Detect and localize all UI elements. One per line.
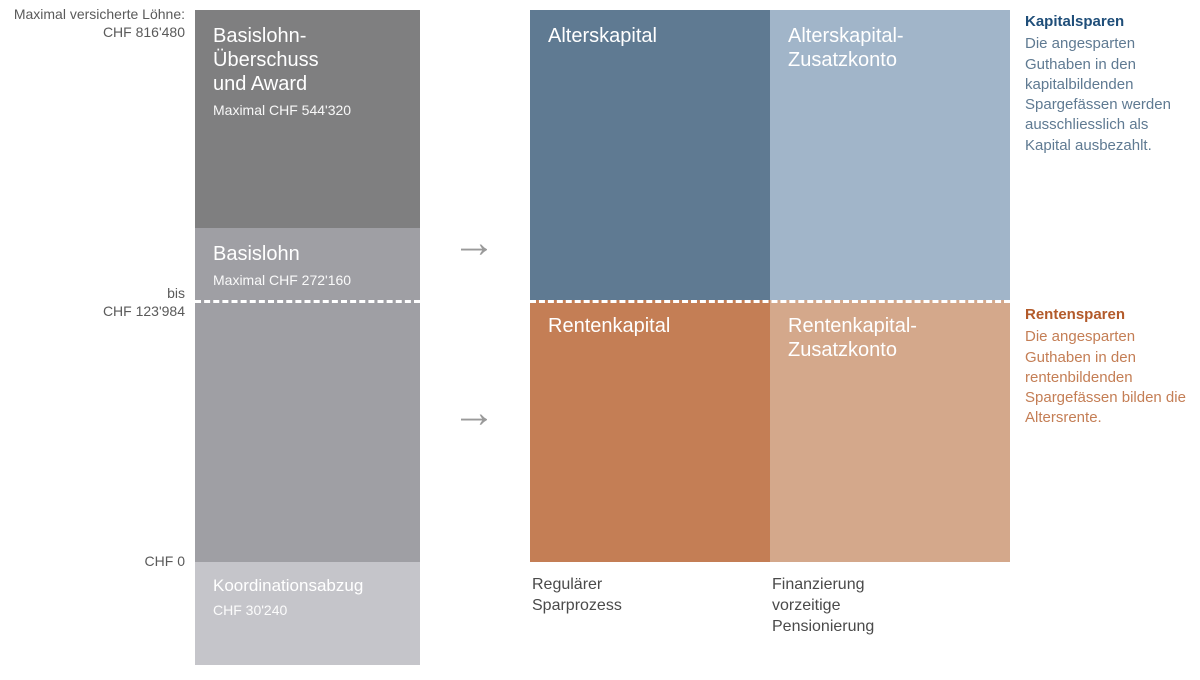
renten-heading: Rentensparen: [1025, 305, 1190, 325]
cell-tr-label: Alterskapital-Zusatzkonto: [788, 25, 904, 71]
explain-kapitalsparen: Kapitalsparen Die angesparten Guthaben i…: [1025, 12, 1190, 156]
kapital-heading: Kapitalsparen: [1025, 12, 1190, 32]
explain-rentensparen: Rentensparen Die angesparten Guthaben in…: [1025, 305, 1190, 429]
cell-alterskapital-zusatz: Alterskapital-Zusatzkonto: [770, 10, 1010, 300]
cell-bl-label: Rentenkapital: [548, 315, 670, 337]
arrow-bottom-icon: →: [452, 388, 496, 438]
salary-column: Basislohn-Überschussund Award Maximal CH…: [195, 10, 420, 680]
cell-alterskapital: Alterskapital: [530, 10, 770, 300]
block1-title: Basislohn-Überschussund Award: [213, 24, 402, 96]
axis-label-top: Maximal versicherte Löhne: CHF 816'480: [0, 6, 185, 41]
block3-sub: CHF 30'240: [213, 602, 402, 618]
caption-vorzeitig: FinanzierungvorzeitigePensionierung: [772, 575, 972, 637]
dashed-divider-grid: [530, 300, 1010, 303]
axis-mid-2: CHF 123'984: [103, 303, 185, 319]
cell-br-label: Rentenkapital-Zusatzkonto: [788, 315, 917, 361]
renten-body: Die angesparten Guthaben in den rentenbi…: [1025, 327, 1190, 428]
arrow-top-icon: →: [452, 218, 496, 268]
cell-rentenkapital: Rentenkapital: [530, 300, 770, 562]
axis-mid-1: bis: [167, 285, 185, 301]
block-koordinationsabzug: Koordinationsabzug CHF 30'240: [195, 562, 420, 665]
savings-grid: Alterskapital Alterskapital-Zusatzkonto …: [530, 10, 1010, 562]
cell-rentenkapital-zusatz: Rentenkapital-Zusatzkonto: [770, 300, 1010, 562]
cell-tl-label: Alterskapital: [548, 25, 657, 47]
axis-top-1: Maximal versicherte Löhne:: [14, 6, 185, 22]
block2-sub: Maximal CHF 272'160: [213, 272, 402, 288]
pension-diagram: Maximal versicherte Löhne: CHF 816'480 b…: [0, 0, 1200, 675]
axis-label-mid: bis CHF 123'984: [0, 285, 185, 320]
caption-right: FinanzierungvorzeitigePensionierung: [772, 576, 874, 635]
block-basislohn-ueberschuss: Basislohn-Überschussund Award Maximal CH…: [195, 10, 420, 228]
block2-title: Basislohn: [213, 242, 402, 266]
dashed-divider-left: [195, 300, 420, 303]
kapital-body: Die angesparten Guthaben in den kapitalb…: [1025, 34, 1190, 156]
block3-title: Koordinationsabzug: [213, 576, 402, 596]
block-basislohn: Basislohn Maximal CHF 272'160: [195, 228, 420, 562]
block1-sub: Maximal CHF 544'320: [213, 102, 402, 118]
caption-left: RegulärerSparprozess: [532, 576, 622, 614]
caption-regular: RegulärerSparprozess: [532, 575, 732, 617]
axis-zero: CHF 0: [145, 553, 185, 569]
axis-label-zero: CHF 0: [0, 553, 185, 571]
axis-top-2: CHF 816'480: [103, 24, 185, 40]
